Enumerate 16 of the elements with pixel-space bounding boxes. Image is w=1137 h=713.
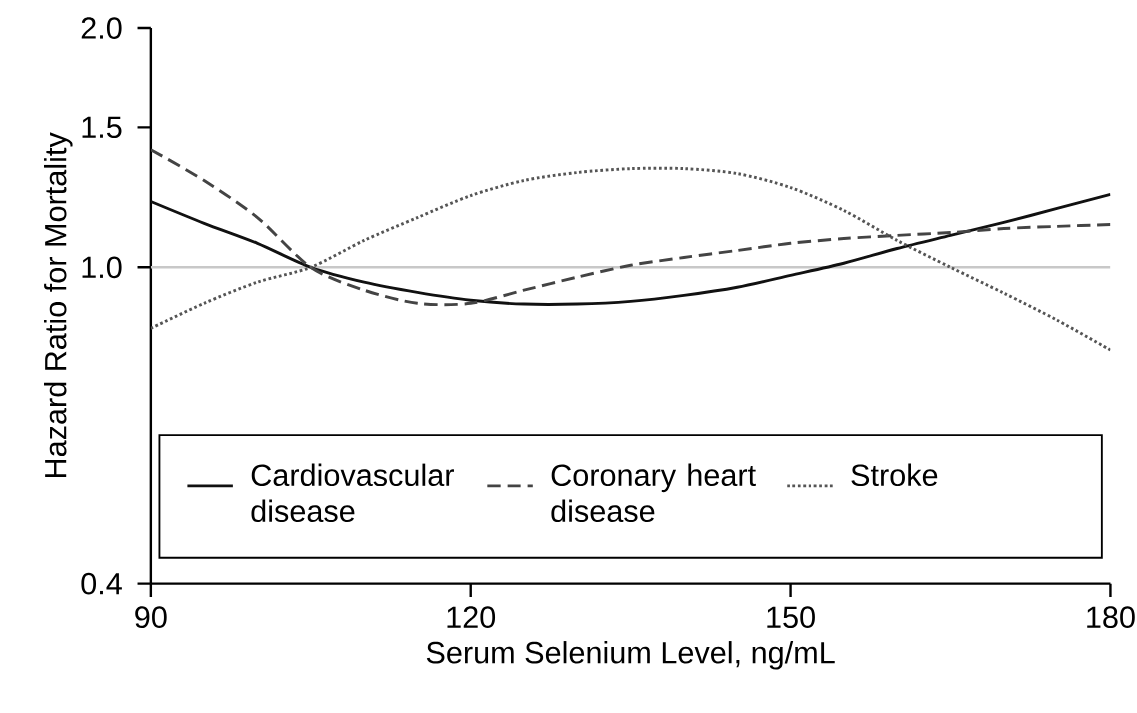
y-axis-title: Hazard Ratio for Mortality: [44, 132, 73, 478]
x-tick-label: 180: [1087, 606, 1135, 629]
legend-label: Coronary heart disease: [551, 463, 756, 523]
y-tick-label: 0.4: [81, 573, 122, 595]
x-axis-title: Serum Selenium Level, ng/mL: [426, 641, 835, 670]
x-tick-label: 90: [135, 606, 167, 629]
line-series: [150, 193, 1111, 307]
legend-label: Cardiovascular disease: [251, 463, 454, 523]
line-series: [150, 166, 1111, 352]
x-tick-label: 120: [447, 606, 496, 629]
y-tick-label: 1.5: [82, 116, 122, 139]
y-tick-label: 1.0: [82, 256, 122, 279]
legend-label: Stroke: [851, 463, 938, 487]
line-series: [150, 148, 1111, 307]
y-tick-label: 2.0: [81, 17, 122, 40]
x-tick-label: 150: [767, 606, 815, 629]
